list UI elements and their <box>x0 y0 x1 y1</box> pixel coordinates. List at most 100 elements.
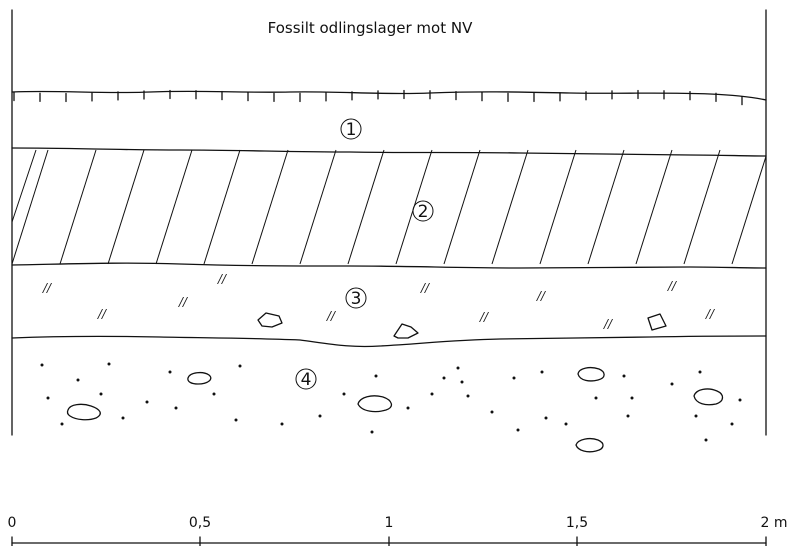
soil-dot <box>60 422 64 426</box>
soil-dot <box>342 392 346 396</box>
stone-layer3-2 <box>393 323 419 339</box>
layer-3-slash-mark: // <box>42 281 53 295</box>
scale-tick-label: 1,5 <box>566 515 588 531</box>
layer-3-slash-mark: // <box>420 281 431 295</box>
layer-3-slash-mark: // <box>178 295 189 309</box>
stone-layer4-5 <box>693 388 724 406</box>
svg-text:2: 2 <box>418 202 429 222</box>
hatch-line <box>59 149 97 265</box>
soil-dot <box>564 422 568 426</box>
soil-dot <box>730 422 734 426</box>
layer-4-dots <box>40 362 742 442</box>
hatch-line <box>251 149 289 265</box>
soil-dot <box>406 406 410 410</box>
soil-dot <box>174 406 178 410</box>
stone-layer3-1 <box>257 312 283 328</box>
hatch-line <box>539 149 577 265</box>
stone-layer4-6 <box>575 438 604 453</box>
hatch-line <box>11 149 37 223</box>
soil-dot <box>540 370 544 374</box>
soil-dot <box>121 416 125 420</box>
soil-dot <box>698 370 702 374</box>
layer-3-slash-mark: // <box>603 317 614 331</box>
layer-label-1: 1 <box>340 118 362 140</box>
soil-dot <box>544 416 548 420</box>
soil-dot <box>460 380 464 384</box>
soil-dot <box>594 396 598 400</box>
layer-3-slash-mark: // <box>479 310 490 324</box>
soil-dot <box>704 438 708 442</box>
stone-layer4-4 <box>577 367 605 382</box>
boundary-2-3 <box>11 262 767 269</box>
soil-dot <box>738 398 742 402</box>
soil-dot <box>107 362 111 366</box>
soil-dot <box>318 414 322 418</box>
soil-dot <box>280 422 284 426</box>
soil-dot <box>442 376 446 380</box>
layer-3-slash-mark: // <box>217 272 228 286</box>
soil-dot <box>512 376 516 380</box>
scale-tick-label: 0 <box>8 515 17 531</box>
svg-text:3: 3 <box>351 289 362 309</box>
soil-dot <box>622 374 626 378</box>
hatch-line <box>587 149 625 265</box>
svg-text:1: 1 <box>346 120 357 140</box>
layer-3-slash-mark: // <box>326 309 337 323</box>
diagram-title: Fossilt odlingslager mot NV <box>268 19 473 37</box>
layer-3-slash-mark: // <box>705 307 716 321</box>
hatch-line <box>443 149 481 265</box>
svg-text:4: 4 <box>301 370 312 390</box>
hatch-line <box>299 149 337 265</box>
stone-layer4-3 <box>357 395 393 413</box>
hatch-line <box>731 156 767 265</box>
hatch-line <box>11 149 49 265</box>
soil-dot <box>490 410 494 414</box>
soil-dot <box>456 366 460 370</box>
hatch-line <box>155 149 193 265</box>
soil-dot <box>370 430 374 434</box>
scale-tick-label: 1 <box>385 515 394 531</box>
soil-dot <box>626 414 630 418</box>
layer-label-3: 3 <box>345 287 367 309</box>
hatch-line <box>347 149 385 265</box>
stone-layer4-2 <box>66 403 101 421</box>
grass-tick-marks <box>13 89 743 106</box>
soil-dot <box>234 418 238 422</box>
stone-layer4-1 <box>187 371 212 385</box>
soil-dot <box>145 400 149 404</box>
boundary-1-2 <box>11 147 767 157</box>
hatch-line <box>491 149 529 265</box>
layer-label-4: 4 <box>295 368 317 390</box>
soil-dot <box>238 364 242 368</box>
layer-3-slash-mark: // <box>667 279 678 293</box>
soil-dot <box>630 396 634 400</box>
soil-dot <box>168 370 172 374</box>
soil-dot <box>516 428 520 432</box>
layer-label-2: 2 <box>412 200 434 222</box>
soil-dot <box>670 382 674 386</box>
ground-surface-line <box>11 90 767 101</box>
layer-3-slash-mark: // <box>536 289 547 303</box>
soil-dot <box>694 414 698 418</box>
soil-dot <box>374 374 378 378</box>
hatch-line <box>683 149 721 265</box>
soil-dot <box>76 378 80 382</box>
soil-dot <box>466 394 470 398</box>
hatch-line <box>635 149 673 265</box>
layer-3-marks: // // // // // // // // // // // <box>42 272 716 331</box>
hatch-line <box>203 149 241 265</box>
soil-dot <box>430 392 434 396</box>
stone-layer3-3 <box>647 313 667 331</box>
scale-bar: 0 0,5 1 1,5 2 m <box>8 515 788 546</box>
boundary-3-4 <box>11 335 767 348</box>
hatch-line <box>107 149 145 265</box>
soil-dot <box>99 392 103 396</box>
layer-2-hatching <box>11 149 767 265</box>
scale-tick-label: 2 m <box>761 515 788 531</box>
soil-dot <box>40 363 44 367</box>
layer-3-slash-mark: // <box>97 307 108 321</box>
scale-tick-label: 0,5 <box>189 515 211 531</box>
soil-dot <box>46 396 50 400</box>
soil-dot <box>212 392 216 396</box>
